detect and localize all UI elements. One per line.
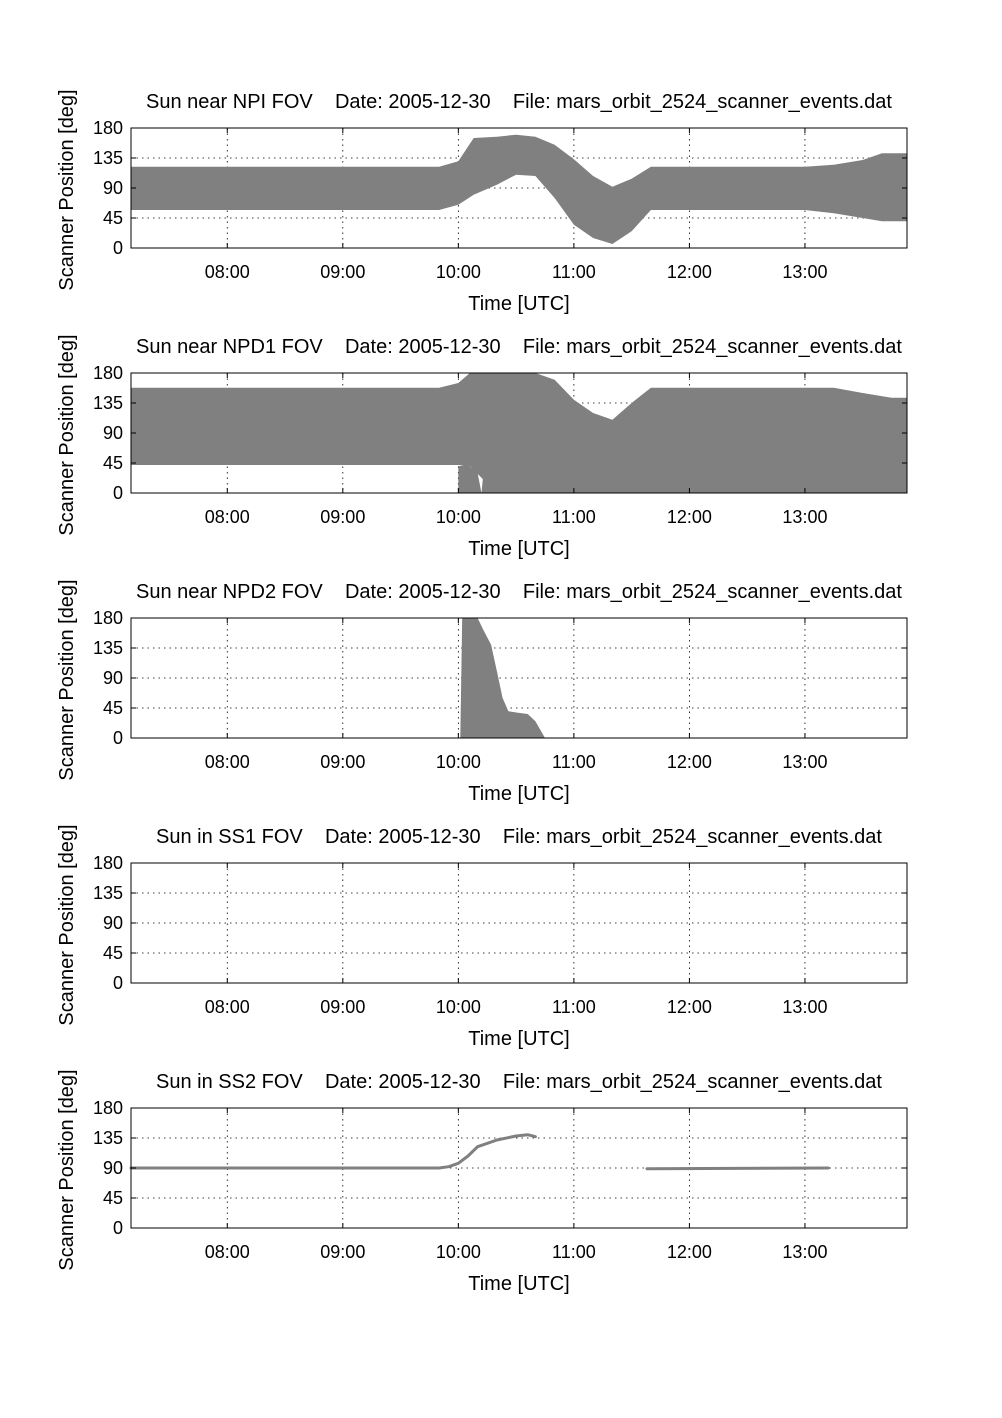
subplot-title: Sun near NPD1 FOV Date: 2005-12-30 File:…: [136, 336, 902, 358]
subplot-5: 08:00 09:00 10:00 11:00 12:00 13:00 0 45 90 135 18…: [56, 1069, 908, 1295]
x-tick-label: 13:00: [782, 752, 827, 772]
x-tick-label: 09:00: [320, 1242, 365, 1262]
subplot-2: 08:00 09:00 10:00 11:00 12:00 13:00 0 45 90 135 18…: [56, 334, 908, 560]
x-tick-label: 08:00: [205, 507, 250, 527]
x-tick-label: 08:00: [205, 262, 250, 282]
y-tick-label: 135: [93, 1128, 123, 1148]
y-tick-label: 0: [113, 1218, 123, 1238]
x-axis-label: Time [UTC]: [468, 538, 569, 560]
x-tick-label: 09:00: [320, 262, 365, 282]
y-tick-label: 180: [93, 118, 123, 138]
x-tick-label: 11:00: [552, 262, 596, 282]
y-tick-label: 0: [113, 238, 123, 258]
subplot-1: 08:00 09:00 10:00 11:00 12:00 13:00 0 45 90 135 18…: [56, 89, 908, 315]
y-tick-label: 0: [113, 728, 123, 748]
x-tick-label: 10:00: [436, 1242, 481, 1262]
x-tick-label: 09:00: [320, 997, 365, 1017]
y-tick-label: 0: [113, 973, 123, 993]
x-tick-label: 08:00: [205, 997, 250, 1017]
y-tick-label: 45: [103, 698, 123, 718]
y-tick-label: 0: [113, 483, 123, 503]
x-tick-label: 10:00: [436, 752, 481, 772]
x-tick-label: 11:00: [552, 997, 596, 1017]
y-tick-label: 180: [93, 608, 123, 628]
x-tick-label: 12:00: [667, 262, 712, 282]
x-axis-label: Time [UTC]: [468, 1273, 569, 1295]
subplot-title: Sun near NPI FOV Date: 2005-12-30 File: …: [146, 91, 892, 113]
x-tick-label: 09:00: [320, 507, 365, 527]
subplot-4: 08:00 09:00 10:00 11:00 12:00 13:00 0 45 90 135 18…: [56, 824, 908, 1050]
y-tick-label: 90: [103, 1158, 123, 1178]
scanner-trace: [645, 1166, 830, 1171]
x-tick-label: 10:00: [436, 997, 481, 1017]
y-tick-label: 90: [103, 913, 123, 933]
x-axis-label: Time [UTC]: [468, 783, 569, 805]
y-tick-label: 90: [103, 423, 123, 443]
x-tick-label: 09:00: [320, 752, 365, 772]
x-tick-label: 12:00: [667, 1242, 712, 1262]
x-tick-label: 13:00: [782, 1242, 827, 1262]
y-tick-label: 135: [93, 393, 123, 413]
x-tick-label: 10:00: [436, 262, 481, 282]
x-tick-label: 13:00: [782, 262, 827, 282]
subplot-title: Sun in SS1 FOV Date: 2005-12-30 File: ma…: [156, 826, 882, 848]
y-tick-label: 180: [93, 853, 123, 873]
y-tick-label: 180: [93, 363, 123, 383]
x-tick-label: 11:00: [552, 752, 596, 772]
x-tick-label: 13:00: [782, 507, 827, 527]
x-tick-label: 12:00: [667, 752, 712, 772]
subplot-title: Sun in SS2 FOV Date: 2005-12-30 File: ma…: [156, 1071, 882, 1093]
y-tick-label: 90: [103, 178, 123, 198]
y-tick-label: 45: [103, 943, 123, 963]
x-axis-label: Time [UTC]: [468, 293, 569, 315]
y-axis-label: Scanner Position [deg]: [56, 334, 78, 535]
y-tick-label: 45: [103, 1188, 123, 1208]
y-tick-label: 135: [93, 638, 123, 658]
scanner-trace: [129, 1133, 537, 1170]
y-tick-label: 135: [93, 883, 123, 903]
y-tick-label: 45: [103, 453, 123, 473]
x-axis-label: Time [UTC]: [468, 1028, 569, 1050]
band-gap: [481, 431, 907, 493]
y-axis-label: Scanner Position [deg]: [56, 1069, 78, 1270]
y-tick-label: 180: [93, 1098, 123, 1118]
y-axis-label: Scanner Position [deg]: [56, 579, 78, 780]
y-tick-label: 45: [103, 208, 123, 228]
x-tick-label: 13:00: [782, 997, 827, 1017]
y-axis-label: Scanner Position [deg]: [56, 89, 78, 290]
x-tick-label: 12:00: [667, 507, 712, 527]
scanner-band: [460, 618, 545, 738]
subplot-3: 08:00 09:00 10:00 11:00 12:00 13:00 0 45 90 135 18…: [56, 579, 908, 805]
x-tick-label: 08:00: [205, 1242, 250, 1262]
band-gap: [458, 465, 482, 493]
y-tick-label: 90: [103, 668, 123, 688]
y-tick-label: 135: [93, 148, 123, 168]
subplot-title: Sun near NPD2 FOV Date: 2005-12-30 File:…: [136, 581, 902, 603]
x-tick-label: 10:00: [436, 507, 481, 527]
x-tick-label: 08:00: [205, 752, 250, 772]
y-axis-label: Scanner Position [deg]: [56, 824, 78, 1025]
scanner-band: [131, 134, 907, 244]
x-tick-label: 11:00: [552, 507, 596, 527]
x-tick-label: 12:00: [667, 997, 712, 1017]
x-tick-label: 11:00: [552, 1242, 596, 1262]
